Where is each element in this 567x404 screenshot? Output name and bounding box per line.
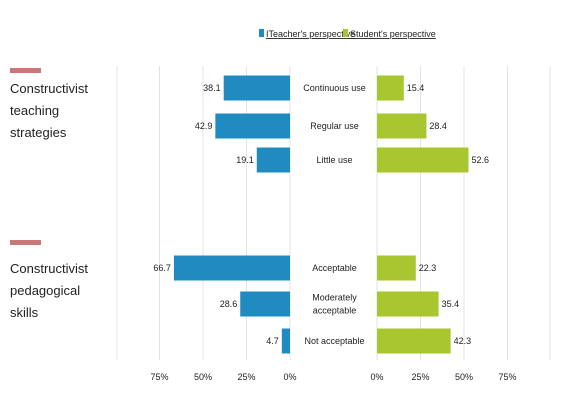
data-label-teacher: 66.7 bbox=[153, 263, 171, 273]
bar-teacher bbox=[223, 75, 290, 101]
group-title: skills bbox=[10, 305, 39, 320]
category-label: Little use bbox=[316, 155, 352, 165]
data-label-teacher: 28.6 bbox=[220, 299, 238, 309]
bar-student bbox=[377, 75, 404, 101]
category-label: acceptable bbox=[313, 306, 357, 316]
x-tick-label-right: 50% bbox=[455, 372, 473, 382]
bar-student bbox=[377, 328, 451, 354]
bar-teacher bbox=[240, 291, 290, 317]
legend-label-student: Student's perspective bbox=[350, 29, 436, 39]
group-title: pedagogical bbox=[10, 283, 80, 298]
legend-swatch-student bbox=[343, 29, 348, 37]
x-tick-label-left: 75% bbox=[150, 372, 168, 382]
group-title: Constructivist bbox=[10, 261, 88, 276]
bar-teacher bbox=[173, 255, 290, 281]
data-label-teacher: 38.1 bbox=[203, 83, 221, 93]
data-label-student: 52.6 bbox=[472, 155, 490, 165]
bar-student bbox=[377, 113, 427, 139]
x-tick-label-right: 75% bbox=[498, 372, 516, 382]
bar-student bbox=[377, 291, 439, 317]
legend-swatch-teacher bbox=[259, 29, 264, 37]
data-label-student: 35.4 bbox=[442, 299, 460, 309]
data-label-teacher: 4.7 bbox=[266, 336, 279, 346]
data-label-student: 28.4 bbox=[429, 121, 447, 131]
x-tick-label-right: 25% bbox=[411, 372, 429, 382]
x-tick-label-left: 25% bbox=[237, 372, 255, 382]
x-tick-label-left: 0% bbox=[283, 372, 296, 382]
bar-student bbox=[377, 255, 416, 281]
bar-teacher bbox=[215, 113, 290, 139]
data-label-student: 15.4 bbox=[407, 83, 425, 93]
bar-teacher bbox=[281, 328, 290, 354]
group-title: Constructivist bbox=[10, 81, 88, 96]
bar-teacher bbox=[256, 147, 290, 173]
category-label: Moderately bbox=[312, 293, 357, 303]
group-marker bbox=[10, 68, 41, 73]
category-label: Regular use bbox=[310, 121, 359, 131]
x-tick-label-left: 50% bbox=[194, 372, 212, 382]
legend-label-teacher: ITeacher's perspective bbox=[266, 29, 355, 39]
data-label-teacher: 19.1 bbox=[236, 155, 254, 165]
data-label-teacher: 42.9 bbox=[195, 121, 213, 131]
category-label: Continuous use bbox=[303, 83, 366, 93]
group-marker bbox=[10, 240, 41, 245]
category-label: Acceptable bbox=[312, 263, 357, 273]
data-label-student: 42.3 bbox=[454, 336, 472, 346]
group-title: teaching bbox=[10, 103, 59, 118]
category-label: Not acceptable bbox=[304, 336, 364, 346]
bar-student bbox=[377, 147, 469, 173]
x-tick-label-right: 0% bbox=[370, 372, 383, 382]
group-title: strategies bbox=[10, 125, 67, 140]
data-label-student: 22.3 bbox=[419, 263, 437, 273]
